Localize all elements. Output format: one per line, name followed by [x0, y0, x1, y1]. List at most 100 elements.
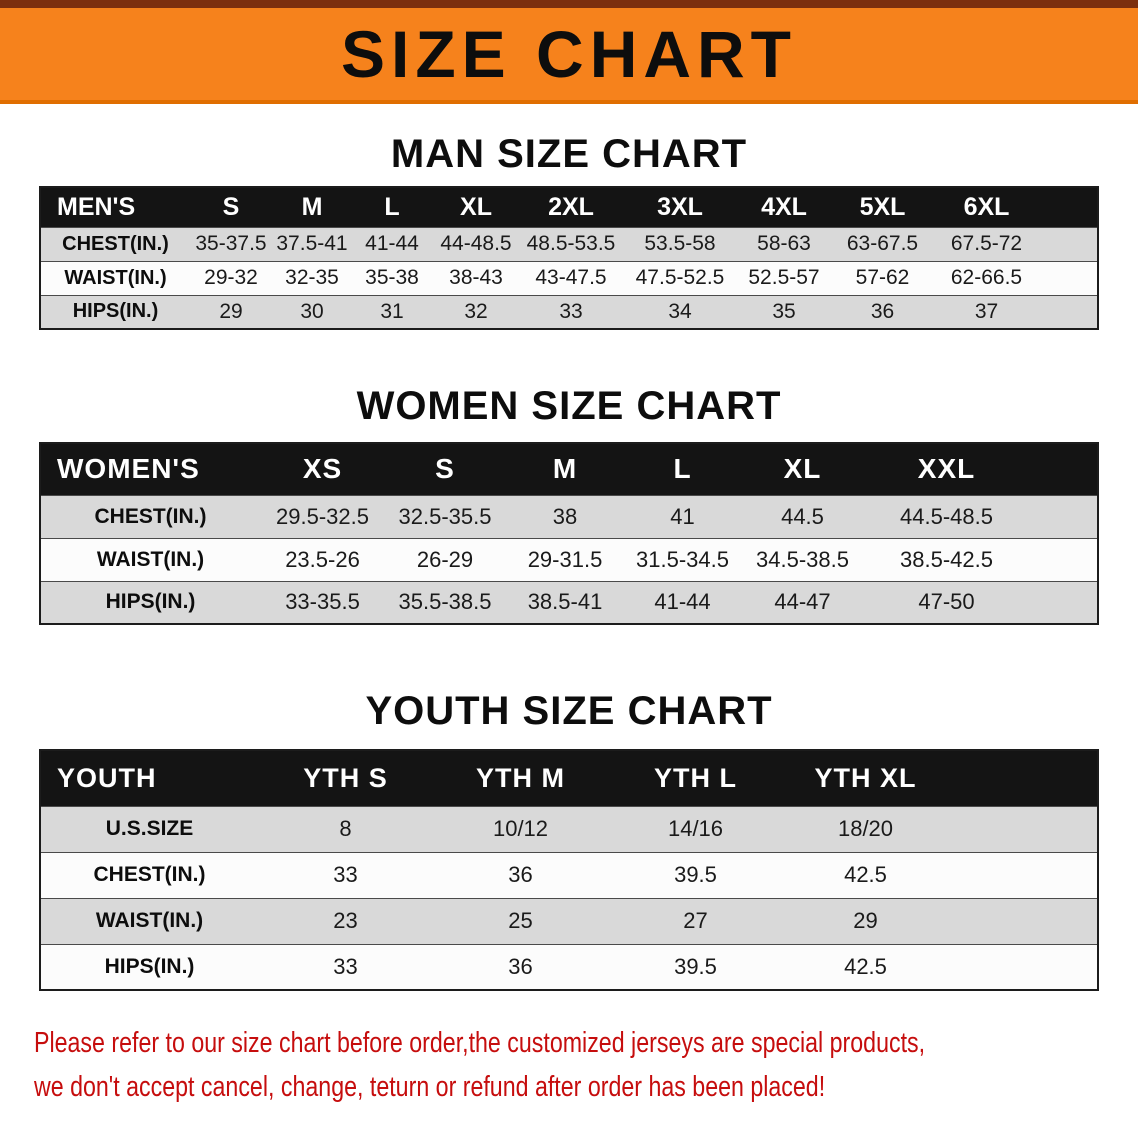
banner-title: SIZE CHART: [341, 17, 797, 91]
value-cell: 37.5-41: [272, 226, 352, 261]
order-policy-line-2: we don't accept cancel, change, teturn o…: [34, 1071, 826, 1103]
header-cell: S: [190, 187, 272, 227]
header-cell: M: [272, 187, 352, 227]
header-cell: 6XL: [935, 187, 1098, 227]
header-cell: MEN'S: [40, 187, 190, 227]
row-label-cell: CHEST(IN.): [40, 494, 260, 538]
value-cell: 34.5-38.5: [740, 537, 865, 581]
value-cell: 29.5-32.5: [260, 494, 385, 538]
women-header-row: WOMEN'S XS S M L XL XXL: [40, 443, 1098, 495]
men-header-row: MEN'S S M L XL 2XL 3XL 4XL 5XL 6XL: [40, 187, 1098, 227]
youth-chest-row: CHEST(IN.) 33 36 39.5 42.5: [40, 851, 1098, 898]
header-cell: L: [625, 443, 740, 495]
value-cell: 36: [830, 294, 935, 329]
value-cell: 18/20: [783, 805, 1098, 852]
value-cell: 35: [738, 294, 830, 329]
header-cell: 3XL: [622, 187, 738, 227]
value-cell: 34: [622, 294, 738, 329]
value-cell: 29: [783, 897, 1098, 944]
value-cell: 35.5-38.5: [385, 580, 505, 624]
value-cell: 29-31.5: [505, 537, 625, 581]
value-cell: 38.5-42.5: [865, 537, 1098, 581]
value-cell: 35-38: [352, 260, 432, 295]
value-cell: 14/16: [608, 805, 783, 852]
value-cell: 39.5: [608, 943, 783, 990]
value-cell: 30: [272, 294, 352, 329]
men-hips-row: HIPS(IN.) 29 30 31 32 33 34 35 36 37: [40, 294, 1098, 329]
value-cell: 41-44: [352, 226, 432, 261]
value-cell: 25: [433, 897, 608, 944]
women-hips-row: HIPS(IN.) 33-35.5 35.5-38.5 38.5-41 41-4…: [40, 580, 1098, 624]
header-cell: XXL: [865, 443, 1098, 495]
youth-size-table: YOUTH YTH S YTH M YTH L YTH XL U.S.SIZE …: [39, 749, 1099, 991]
value-cell: 44.5: [740, 494, 865, 538]
value-cell: 36: [433, 943, 608, 990]
value-cell: 58-63: [738, 226, 830, 261]
row-label-cell: CHEST(IN.): [40, 226, 190, 261]
value-cell: 23.5-26: [260, 537, 385, 581]
value-cell: 36: [433, 851, 608, 898]
size-chart-banner: SIZE CHART: [0, 0, 1138, 104]
header-cell: XS: [260, 443, 385, 495]
header-cell: L: [352, 187, 432, 227]
men-section-heading: MAN SIZE CHART: [390, 132, 748, 176]
value-cell: 42.5: [783, 851, 1098, 898]
header-cell: YTH M: [433, 750, 608, 806]
row-label-cell: CHEST(IN.): [40, 851, 258, 898]
value-cell: 44.5-48.5: [865, 494, 1098, 538]
women-size-table: WOMEN'S XS S M L XL XXL CHEST(IN.) 29.5-…: [39, 442, 1099, 625]
header-cell: WOMEN'S: [40, 443, 260, 495]
value-cell: 8: [258, 805, 433, 852]
value-cell: 10/12: [433, 805, 608, 852]
header-cell: 5XL: [830, 187, 935, 227]
value-cell: 38-43: [432, 260, 520, 295]
row-label-cell: U.S.SIZE: [40, 805, 258, 852]
value-cell: 33: [258, 851, 433, 898]
youth-hips-row: HIPS(IN.) 33 36 39.5 42.5: [40, 943, 1098, 990]
value-cell: 33: [520, 294, 622, 329]
row-label-cell: HIPS(IN.): [40, 580, 260, 624]
value-cell: 48.5-53.5: [520, 226, 622, 261]
youth-waist-row: WAIST(IN.) 23 25 27 29: [40, 897, 1098, 944]
row-label-cell: WAIST(IN.): [40, 897, 258, 944]
value-cell: 62-66.5: [935, 260, 1098, 295]
value-cell: 57-62: [830, 260, 935, 295]
value-cell: 26-29: [385, 537, 505, 581]
youth-header-row: YOUTH YTH S YTH M YTH L YTH XL: [40, 750, 1098, 806]
women-chest-row: CHEST(IN.) 29.5-32.5 32.5-35.5 38 41 44.…: [40, 494, 1098, 538]
value-cell: 38.5-41: [505, 580, 625, 624]
men-chest-row: CHEST(IN.) 35-37.5 37.5-41 41-44 44-48.5…: [40, 226, 1098, 261]
value-cell: 33-35.5: [260, 580, 385, 624]
value-cell: 63-67.5: [830, 226, 935, 261]
header-cell: YTH XL: [783, 750, 1098, 806]
value-cell: 31.5-34.5: [625, 537, 740, 581]
header-cell: XL: [740, 443, 865, 495]
header-cell: 4XL: [738, 187, 830, 227]
value-cell: 29: [190, 294, 272, 329]
value-cell: 23: [258, 897, 433, 944]
value-cell: 32: [432, 294, 520, 329]
value-cell: 53.5-58: [622, 226, 738, 261]
row-label-cell: WAIST(IN.): [40, 260, 190, 295]
value-cell: 44-47: [740, 580, 865, 624]
value-cell: 35-37.5: [190, 226, 272, 261]
header-cell: YOUTH: [40, 750, 258, 806]
row-label-cell: WAIST(IN.): [40, 537, 260, 581]
value-cell: 27: [608, 897, 783, 944]
value-cell: 47-50: [865, 580, 1098, 624]
value-cell: 38: [505, 494, 625, 538]
value-cell: 47.5-52.5: [622, 260, 738, 295]
men-size-table: MEN'S S M L XL 2XL 3XL 4XL 5XL 6XL CHEST…: [39, 186, 1099, 330]
row-label-cell: HIPS(IN.): [40, 294, 190, 329]
women-waist-row: WAIST(IN.) 23.5-26 26-29 29-31.5 31.5-34…: [40, 537, 1098, 581]
value-cell: 37: [935, 294, 1098, 329]
value-cell: 32.5-35.5: [385, 494, 505, 538]
order-policy-line-1: Please refer to our size chart before or…: [34, 1027, 926, 1059]
value-cell: 31: [352, 294, 432, 329]
row-label-cell: HIPS(IN.): [40, 943, 258, 990]
men-waist-row: WAIST(IN.) 29-32 32-35 35-38 38-43 43-47…: [40, 260, 1098, 295]
value-cell: 41: [625, 494, 740, 538]
header-cell: S: [385, 443, 505, 495]
header-cell: YTH S: [258, 750, 433, 806]
value-cell: 32-35: [272, 260, 352, 295]
